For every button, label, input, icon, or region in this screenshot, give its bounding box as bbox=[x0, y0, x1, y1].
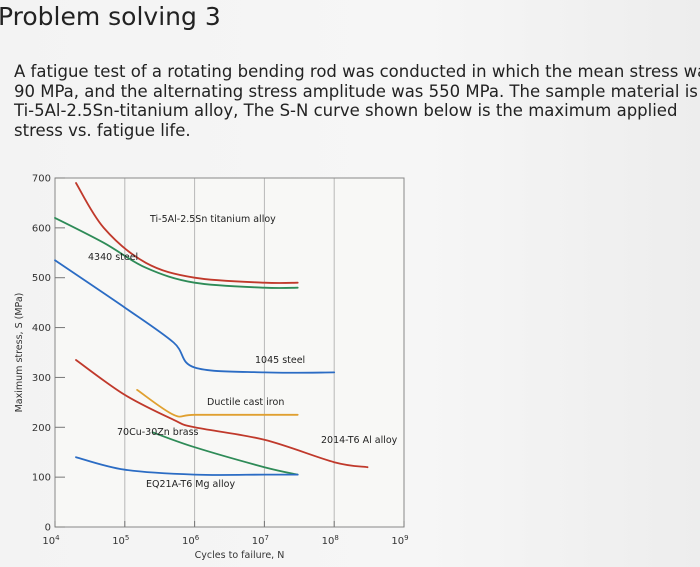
y-tick-label: 200 bbox=[32, 423, 51, 434]
page-title: Problem solving 3 bbox=[0, 2, 221, 31]
problem-line: A fatigue test of a rotating bending rod… bbox=[14, 62, 700, 81]
series-line-2 bbox=[54, 259, 336, 374]
series-line-3 bbox=[136, 389, 299, 418]
sn-curve-chart: 0 100 200 300 400 500 600 700 104 105 106 107 108 109… bbox=[14, 174, 409, 562]
series-line-5 bbox=[151, 431, 299, 476]
x-tick-label: 108 bbox=[322, 534, 339, 547]
problem-statement: A fatigue test of a rotating bending rod… bbox=[14, 62, 700, 140]
series-line-6 bbox=[75, 456, 299, 476]
series-line-4 bbox=[75, 359, 369, 469]
y-tick-label: 300 bbox=[32, 373, 51, 384]
curve-label: 1045 steel bbox=[255, 355, 305, 366]
curve-label: 70Cu-30Zn brass bbox=[117, 427, 199, 438]
x-tick-label: 109 bbox=[391, 534, 408, 547]
curve-label: EQ21A-T6 Mg alloy bbox=[146, 479, 235, 490]
curve-label: Ductile cast iron bbox=[207, 397, 284, 408]
y-tick-label: 0 bbox=[45, 523, 51, 534]
x-tick-label: 104 bbox=[42, 534, 60, 547]
y-tick-label: 400 bbox=[32, 323, 51, 334]
x-axis-title: Cycles to failure, N bbox=[195, 550, 285, 561]
problem-line: 90 MPa, and the alternating stress ampli… bbox=[14, 81, 698, 101]
y-tick-label: 100 bbox=[32, 473, 51, 484]
x-tick-label: 106 bbox=[182, 534, 200, 547]
series-line-0 bbox=[75, 182, 299, 284]
y-axis-title: Maximum stress, S (MPa) bbox=[14, 293, 25, 413]
problem-line: stress vs. fatigue life. bbox=[14, 120, 191, 140]
plot-area bbox=[55, 178, 404, 527]
y-tick-label: 700 bbox=[32, 174, 51, 185]
series-line-1 bbox=[54, 217, 299, 289]
y-tick-label: 500 bbox=[32, 273, 51, 284]
problem-line: Ti-5Al-2.5Sn-titanium alloy, The S-N cur… bbox=[14, 101, 678, 120]
curve-label: Ti-5Al-2.5Sn titanium alloy bbox=[149, 214, 276, 225]
y-tick-label: 600 bbox=[32, 223, 51, 234]
x-tick-label: 105 bbox=[112, 534, 129, 547]
plot-frame bbox=[54, 177, 405, 528]
curve-label: 2014-T6 Al alloy bbox=[321, 435, 398, 446]
x-tick-label: 107 bbox=[252, 534, 269, 547]
curve-label: 4340 steel bbox=[88, 252, 138, 263]
